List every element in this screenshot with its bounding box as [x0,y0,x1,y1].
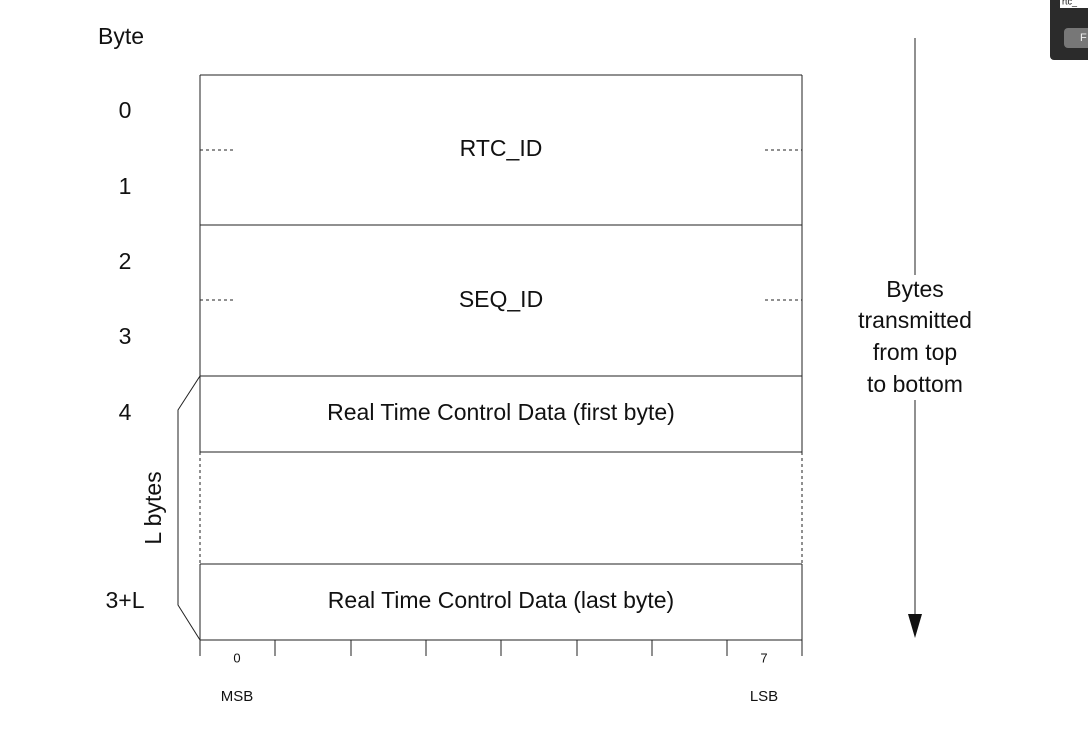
bit-ticks [199,640,803,656]
byte-label: 3 [119,323,132,349]
arrow-head [908,614,922,638]
corner-text: rtc_ [1062,0,1078,6]
corner-button-label[interactable]: F [1080,32,1087,44]
span-brace [177,375,201,641]
field-label: RTC_ID [460,135,543,161]
byte-label: 3+L [105,587,144,613]
corner-input [1060,0,1088,8]
byte-label: 1 [119,173,132,199]
direction-note: to bottom [867,371,963,397]
direction-note: from top [873,339,957,365]
lsb-label: LSB [750,688,778,705]
field-label: Real Time Control Data (first byte) [327,399,675,425]
bit-label: 7 [760,650,767,665]
field-label: SEQ_ID [459,286,543,312]
bit-label: 0 [233,650,240,665]
field-label: Real Time Control Data (last byte) [328,587,674,613]
byte-label: 2 [119,248,132,274]
corner-button[interactable] [1064,28,1088,48]
header-title: Byte [98,23,144,49]
byte-label: 4 [119,399,132,425]
msb-label: MSB [221,688,254,705]
direction-note: transmitted [858,307,972,333]
span-label: L bytes [140,471,166,544]
byte-label: 0 [119,97,132,123]
direction-note: Bytes [886,276,944,302]
